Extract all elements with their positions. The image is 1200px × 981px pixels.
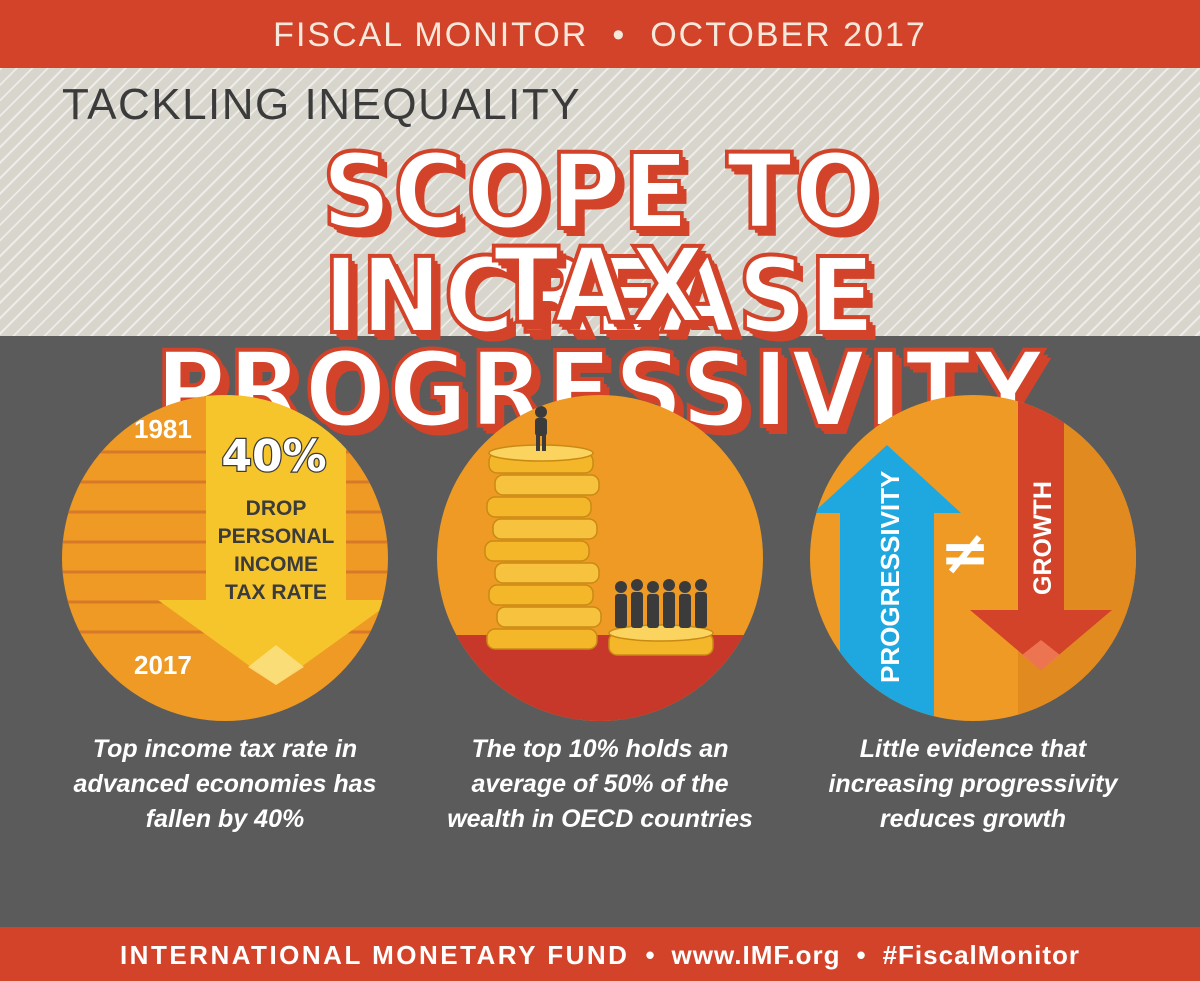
crowd-icon	[615, 579, 707, 628]
footer-separator: •	[645, 940, 656, 970]
hero-section: TACKLING INEQUALITY SCOPE TO INCREASE TA…	[0, 68, 1200, 444]
hashtag: #FiscalMonitor	[882, 940, 1081, 970]
top-banner: FISCAL MONITOR • OCTOBER 2017	[0, 0, 1200, 68]
year-end-label: 2017	[134, 650, 192, 680]
headline-line-1: SCOPE TO INCREASE	[320, 131, 879, 357]
bottom-banner: INTERNATIONAL MONETARY FUND • www.IMF.org •…	[0, 927, 1200, 981]
down-arrow-icon	[970, 395, 1112, 670]
caption-tax-rate: Top income tax rate in advanced economie…	[73, 735, 377, 833]
progressivity-label: PROGRESSIVITY	[875, 471, 905, 683]
year-start-label: 1981	[134, 414, 192, 444]
website-link[interactable]: www.IMF.org	[671, 940, 841, 970]
arrow-text-line: DROP	[246, 497, 307, 520]
growth-label: GROWTH	[1029, 481, 1057, 595]
caption-growth: Little evidence that increasing progress…	[828, 735, 1118, 833]
kicker-title: TACKLING INEQUALITY	[62, 80, 582, 129]
organization-name: INTERNATIONAL MONETARY FUND	[119, 940, 630, 970]
arrow-text-line: INCOME	[234, 553, 318, 576]
progressivity-growth-illustration: PROGRESSIVITY GROWTH ≠	[810, 395, 1136, 721]
coin-stack-icon	[484, 444, 602, 650]
arrow-text-line: PERSONAL	[218, 525, 335, 548]
publication-name: FISCAL MONITOR	[273, 16, 589, 54]
not-equal-symbol: ≠	[940, 518, 990, 588]
publication-date: OCTOBER 2017	[650, 16, 927, 54]
header-separator: •	[612, 16, 627, 54]
tax-rate-drop-illustration: 1981 2017 40% DROP PERSONAL INCOME TAX R…	[62, 395, 388, 721]
arrow-text-line: TAX RATE	[225, 581, 327, 604]
down-arrow-icon	[158, 395, 388, 685]
coin-base-icon	[608, 624, 714, 656]
up-arrow-icon	[813, 445, 961, 721]
caption-wealth: The top 10% holds an average of 50% of t…	[447, 735, 753, 833]
person-icon	[535, 406, 547, 451]
footer-separator: •	[856, 940, 867, 970]
stat-percentage: 40%	[221, 431, 326, 482]
wealth-concentration-illustration	[437, 395, 763, 721]
